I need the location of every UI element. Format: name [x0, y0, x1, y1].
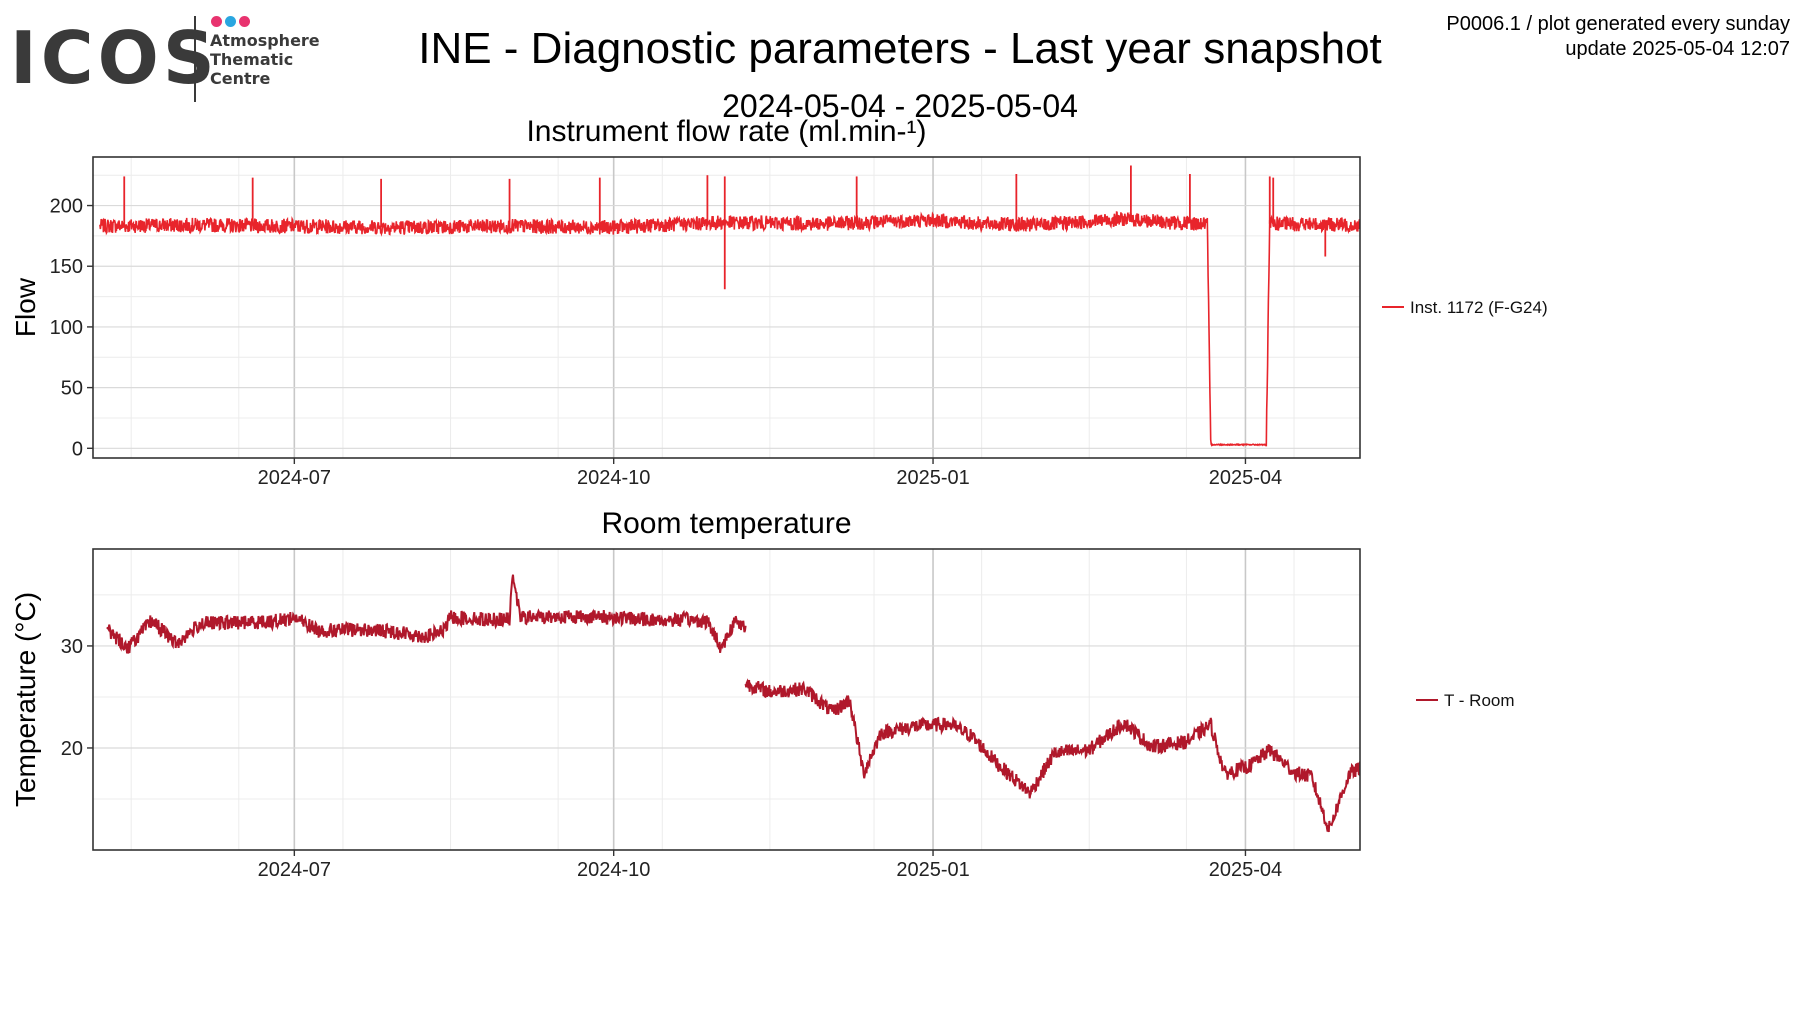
logo-subtitle: Atmosphere Thematic Centre: [210, 31, 320, 88]
date-range: 2024-05-04 - 2025-05-04: [722, 88, 1078, 124]
logo-dot-blue: [225, 16, 236, 27]
flow-trace-line: [99, 211, 1360, 447]
panel-title: Instrument flow rate (ml.min-¹): [526, 115, 926, 148]
legend: T - Room: [1416, 691, 1515, 710]
logo-line-3: Centre: [210, 69, 271, 88]
temperature-trace-segment-2: [744, 678, 1360, 833]
logo-line-1: Atmosphere: [210, 31, 320, 50]
minor-gridlines: [93, 549, 1360, 850]
y-tick-label: 50: [61, 378, 83, 400]
logo-divider: [194, 16, 196, 102]
temperature-trace-segment-1: [106, 574, 747, 654]
x-tick-label: 2024-07: [258, 859, 331, 881]
logo-dot-pink: [211, 16, 222, 27]
y-tick-label: 0: [72, 438, 83, 460]
logo-dots: [211, 16, 250, 28]
logo-dot-pink-2: [239, 16, 250, 27]
y-tick-label: 200: [50, 196, 83, 218]
y-tick-label: 150: [50, 256, 83, 278]
chart-panel-2: Room temperature 20 30 2024-07 2024-10 2025-0…: [10, 507, 1515, 881]
x-tick-label: 2024-10: [577, 859, 650, 881]
logo-line-2: Thematic: [210, 50, 294, 69]
major-gridlines: [93, 549, 1360, 850]
x-tick-label: 2025-01: [896, 859, 969, 881]
y-axis-title: Flow: [10, 277, 41, 337]
plot-id-note: P0006.1 / plot generated every sunday: [1446, 13, 1790, 35]
chart-panel-1: Instrument flow rate (ml.min-¹) 0 50 100 150…: [10, 115, 1548, 489]
panel-border: [92, 156, 1361, 459]
y-tick-label: 100: [50, 317, 83, 339]
x-tick-label: 2024-07: [258, 467, 331, 489]
update-timestamp: update 2025-05-04 12:07: [1565, 38, 1790, 60]
x-tick-label: 2024-10: [577, 467, 650, 489]
panel-border: [92, 548, 1361, 851]
panel-title: Room temperature: [601, 507, 851, 540]
page-title: INE - Diagnostic parameters - Last year …: [418, 24, 1382, 73]
major-gridlines: [93, 157, 1360, 458]
legend: Inst. 1172 (F-G24): [1382, 298, 1548, 317]
y-tick-label: 30: [61, 636, 83, 658]
icos-logo: ICOS Atmosphere Thematic Centre: [10, 14, 330, 104]
x-tick-label: 2025-04: [1209, 467, 1282, 489]
x-tick-label: 2025-04: [1209, 859, 1282, 881]
minor-gridlines: [93, 157, 1360, 458]
generation-info: P0006.1 / plot generated every sunday up…: [1446, 12, 1790, 62]
legend-label: T - Room: [1444, 691, 1515, 710]
y-axis-title: Temperature (°C): [10, 592, 41, 807]
y-tick-label: 20: [61, 738, 83, 760]
legend-label: Inst. 1172 (F-G24): [1410, 298, 1548, 317]
x-tick-label: 2025-01: [896, 467, 969, 489]
logo-wordmark: ICOS: [10, 16, 219, 100]
